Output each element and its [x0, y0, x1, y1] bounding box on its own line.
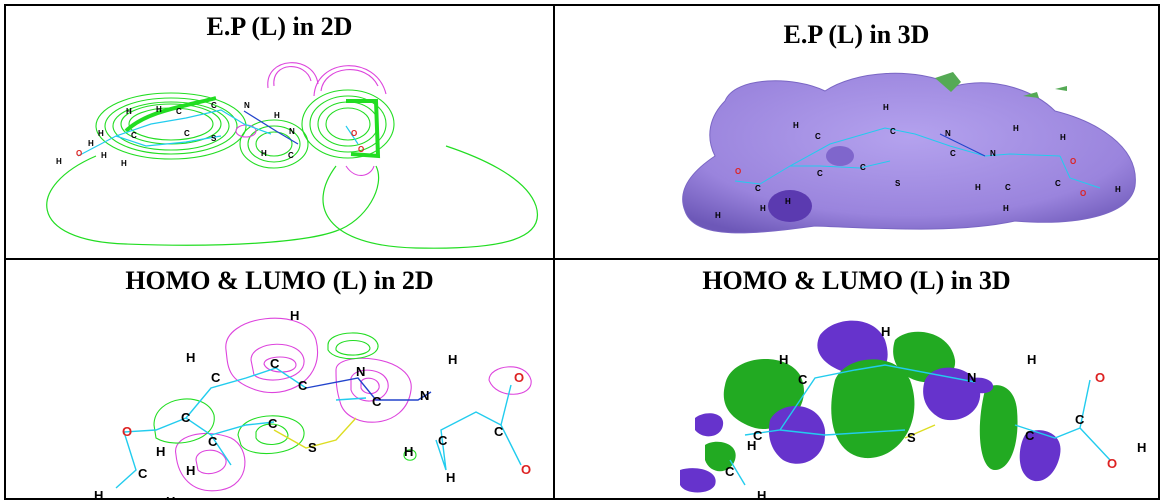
atom-label: C: [176, 107, 182, 116]
svg-text:N: N: [990, 149, 996, 158]
panel-ep-3d: E.P (L) in 3D H H C: [555, 6, 1158, 258]
atom-label: H: [98, 129, 104, 138]
svg-text:C: C: [890, 127, 896, 136]
svg-text:C: C: [268, 416, 278, 431]
panel-homo-lumo-2d: HOMO & LUMO (L) in 2D: [6, 260, 553, 498]
atom-label: C: [288, 151, 294, 160]
svg-text:C: C: [860, 163, 866, 172]
svg-text:H: H: [883, 103, 889, 112]
svg-text:H: H: [448, 352, 457, 367]
svg-text:C: C: [138, 466, 148, 481]
atom-label: H: [101, 151, 107, 160]
svg-text:C: C: [208, 434, 218, 449]
svg-text:H: H: [747, 438, 756, 453]
svg-text:C: C: [1005, 183, 1011, 192]
svg-text:S: S: [308, 440, 317, 455]
svg-text:N: N: [967, 370, 976, 385]
svg-text:C: C: [438, 433, 448, 448]
atom-label: C: [184, 129, 190, 138]
svg-text:H: H: [404, 444, 413, 459]
svg-text:H: H: [1013, 124, 1019, 133]
panel-title-ep-3d: E.P (L) in 3D: [783, 20, 930, 49]
ep-2d-contour-map: H H H C C N H N C C S O H H H H H C O O: [46, 62, 539, 249]
svg-text:H: H: [186, 463, 195, 478]
svg-text:H: H: [94, 488, 103, 498]
column-divider: [553, 6, 555, 498]
svg-text:H: H: [779, 352, 788, 367]
svg-text:H: H: [760, 204, 766, 213]
atom-label: H: [274, 111, 280, 120]
svg-text:C: C: [798, 372, 808, 387]
panel-title-ep-2d: E.P (L) in 2D: [206, 12, 353, 41]
svg-text:H: H: [715, 211, 721, 220]
svg-text:H: H: [156, 444, 165, 459]
row-divider: [6, 258, 1158, 260]
svg-text:C: C: [298, 378, 308, 393]
svg-text:C: C: [1075, 412, 1085, 427]
svg-text:H: H: [1027, 352, 1036, 367]
svg-text:C: C: [725, 464, 735, 479]
svg-text:C: C: [372, 394, 382, 409]
svg-text:O: O: [514, 370, 524, 385]
atom-label: O: [351, 129, 357, 138]
svg-text:H: H: [446, 470, 455, 485]
svg-text:C: C: [753, 428, 763, 443]
svg-text:C: C: [1025, 428, 1035, 443]
atom-label: N: [289, 127, 295, 136]
svg-text:C: C: [755, 184, 761, 193]
svg-text:O: O: [1095, 370, 1105, 385]
svg-text:H: H: [1003, 204, 1009, 213]
homo-lumo-3d-orbitals: HHC NHS CHO CO HCC H: [680, 320, 1146, 498]
atom-label: H: [56, 157, 62, 166]
svg-text:C: C: [494, 424, 504, 439]
panel-title-homo-lumo-2d: HOMO & LUMO (L) in 2D: [125, 266, 434, 295]
svg-text:C: C: [815, 132, 821, 141]
svg-text:S: S: [907, 430, 916, 445]
svg-text:H: H: [793, 121, 799, 130]
svg-text:H: H: [166, 494, 175, 498]
svg-text:N: N: [945, 129, 951, 138]
svg-text:C: C: [1055, 179, 1061, 188]
atom-label: O: [76, 149, 82, 158]
svg-text:O: O: [1107, 456, 1117, 471]
svg-text:N: N: [420, 388, 429, 403]
figure-table: E.P (L) in 2D: [4, 4, 1160, 500]
atom-label: H: [156, 105, 162, 114]
svg-text:C: C: [950, 149, 956, 158]
atom-label: N: [244, 101, 250, 110]
svg-text:H: H: [881, 324, 890, 339]
svg-text:H: H: [1115, 185, 1121, 194]
svg-text:O: O: [122, 424, 132, 439]
ep-3d-surface: H H C C N C N H H C C S O C H H H H C H C O O H: [682, 72, 1136, 234]
atom-label: C: [211, 101, 217, 110]
panel-homo-lumo-3d: HOMO & LUMO (L) in 3D: [555, 260, 1158, 498]
svg-text:H: H: [785, 197, 791, 206]
atom-label: H: [126, 107, 132, 116]
atom-label: H: [121, 159, 127, 168]
svg-text:C: C: [211, 370, 221, 385]
svg-text:H: H: [290, 308, 299, 323]
panel-ep-2d: E.P (L) in 2D: [6, 6, 553, 258]
svg-text:C: C: [817, 169, 823, 178]
svg-text:H: H: [186, 350, 195, 365]
svg-text:S: S: [895, 179, 901, 188]
panel-title-homo-lumo-3d: HOMO & LUMO (L) in 3D: [702, 266, 1011, 295]
svg-text:O: O: [521, 462, 531, 477]
svg-text:H: H: [1060, 133, 1066, 142]
homo-lumo-2d-contour-map: HHC CCN CHN CCS OC HCH HHH CHC OO: [94, 308, 532, 498]
atom-label: H: [88, 139, 94, 148]
svg-text:C: C: [181, 410, 191, 425]
svg-text:N: N: [356, 364, 365, 379]
svg-text:H: H: [757, 488, 766, 498]
svg-text:O: O: [1080, 189, 1086, 198]
atom-label: O: [358, 145, 364, 154]
svg-text:C: C: [270, 356, 280, 371]
svg-text:O: O: [1070, 157, 1076, 166]
svg-text:O: O: [735, 167, 741, 176]
atom-label: H: [261, 149, 267, 158]
svg-text:H: H: [1137, 440, 1146, 455]
svg-text:H: H: [975, 183, 981, 192]
atom-label: S: [211, 134, 217, 143]
atom-label: C: [131, 131, 137, 140]
